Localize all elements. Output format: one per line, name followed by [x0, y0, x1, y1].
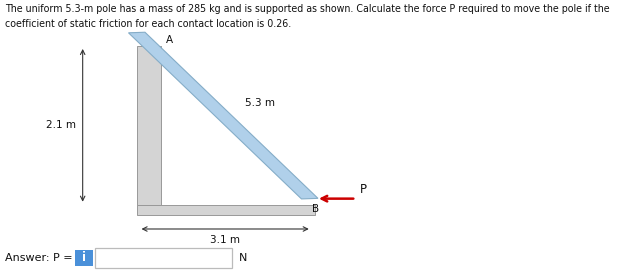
Bar — [75, 250, 93, 266]
Text: B: B — [312, 204, 319, 214]
Text: 5.3 m: 5.3 m — [245, 98, 275, 108]
Text: P: P — [360, 183, 367, 196]
Text: i: i — [82, 251, 86, 264]
Text: N: N — [238, 253, 247, 263]
Text: 3.1 m: 3.1 m — [210, 235, 240, 245]
Text: 2.1 m: 2.1 m — [46, 120, 76, 130]
Bar — [95, 248, 232, 268]
Text: A: A — [166, 35, 173, 45]
Bar — [137, 46, 161, 205]
Text: coefficient of static friction for each contact location is 0.26.: coefficient of static friction for each … — [5, 19, 291, 29]
Text: Answer: P =: Answer: P = — [5, 253, 73, 263]
Text: The uniform 5.3-m pole has a mass of 285 kg and is supported as shown. Calculate: The uniform 5.3-m pole has a mass of 285… — [5, 4, 610, 14]
Bar — [137, 205, 315, 215]
Polygon shape — [128, 32, 318, 199]
